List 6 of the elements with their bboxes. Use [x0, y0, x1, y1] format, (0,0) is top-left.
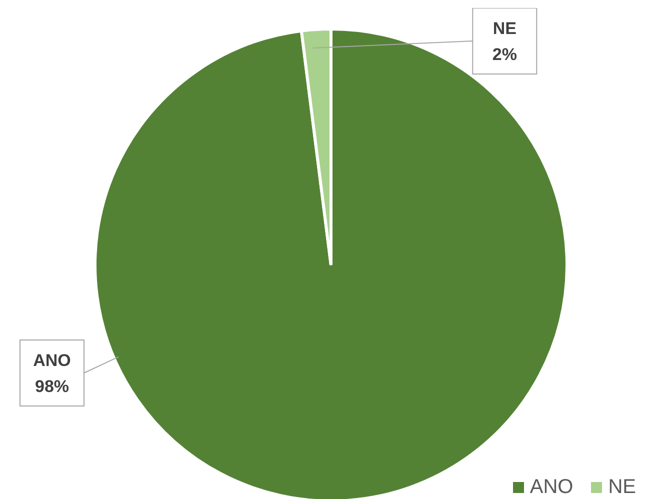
legend-label: NE	[607, 476, 636, 499]
data-label: 98%	[34, 377, 70, 396]
data-label: 2%	[492, 45, 517, 64]
slice-label: NE	[492, 19, 516, 38]
slice-label: ANO	[528, 476, 574, 499]
slice-label: ANO	[33, 351, 71, 370]
